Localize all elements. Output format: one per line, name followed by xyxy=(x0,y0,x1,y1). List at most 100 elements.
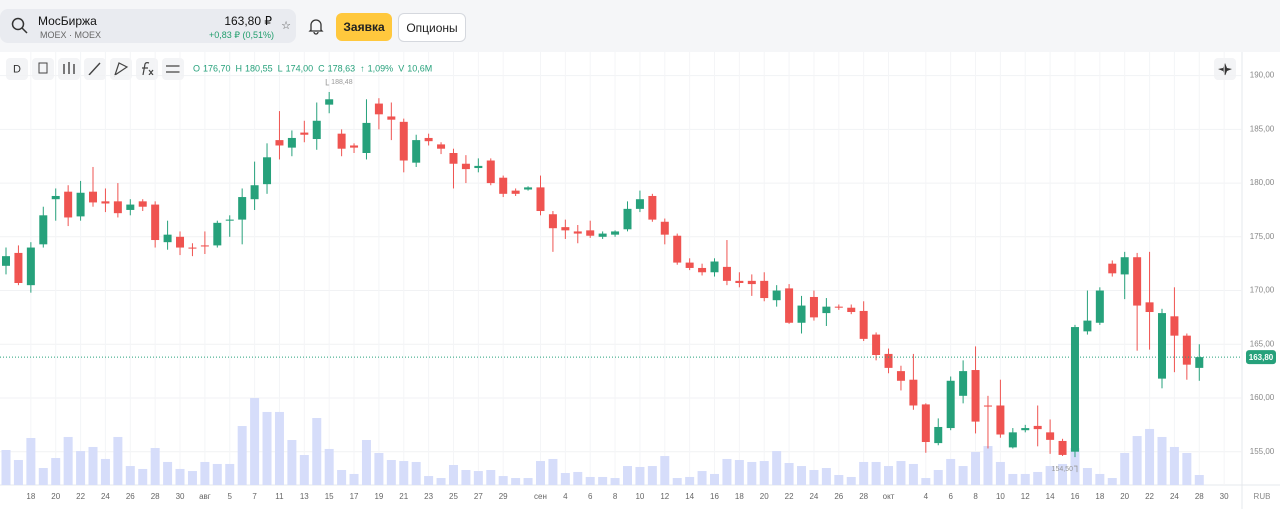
candle-body xyxy=(437,144,446,149)
volume-bar xyxy=(448,464,458,485)
candle-body xyxy=(1008,432,1017,448)
volume-bar xyxy=(274,411,284,485)
volume-bar xyxy=(51,458,61,485)
volume-bar xyxy=(647,466,657,485)
legend-key: O xyxy=(193,64,200,74)
volume-bar xyxy=(1082,468,1092,485)
x-tick-label: 23 xyxy=(424,492,433,501)
volume-bar xyxy=(797,466,807,485)
alert-bell[interactable] xyxy=(306,16,326,36)
interval-button[interactable] xyxy=(6,58,28,80)
volume-bar xyxy=(759,461,769,485)
candle-body xyxy=(573,231,582,234)
volume-bar xyxy=(1070,448,1080,485)
volume-bar xyxy=(772,451,782,485)
volume-bar xyxy=(734,459,744,485)
candle-body xyxy=(1070,327,1079,452)
candle-body xyxy=(312,120,321,140)
legend-key: H xyxy=(236,64,243,74)
candle-body xyxy=(648,195,657,220)
candle-body xyxy=(735,280,744,284)
volume-bar xyxy=(722,458,732,485)
candle-body xyxy=(499,177,508,194)
volume-bar xyxy=(946,458,956,485)
toolbar: D xyxy=(6,58,1236,80)
candle-body xyxy=(561,227,570,231)
volume-bar xyxy=(623,466,632,485)
volume-bar xyxy=(585,476,595,485)
legend-key: C xyxy=(318,64,325,74)
volume-bar xyxy=(1045,466,1055,485)
volume-bar xyxy=(672,478,682,485)
volume-bar xyxy=(200,461,210,485)
volume-bar xyxy=(598,476,608,485)
x-tick-label: 16 xyxy=(1071,492,1080,501)
volume-bar xyxy=(26,438,36,485)
x-tick-label: 16 xyxy=(710,492,719,501)
favorite-star[interactable]: ☆ xyxy=(281,20,291,32)
icon xyxy=(63,62,75,74)
volume-bar xyxy=(846,476,856,485)
candle-body xyxy=(1083,320,1092,332)
volume-bar xyxy=(1120,453,1130,485)
x-tick-label: окт xyxy=(883,492,895,501)
settings-button[interactable] xyxy=(162,58,184,80)
x-tick-label: 6 xyxy=(588,492,593,501)
legend-key: V xyxy=(398,64,404,74)
candle-body xyxy=(126,204,135,210)
order-button[interactable]: Заявка xyxy=(336,13,392,41)
candle-body xyxy=(996,405,1005,435)
candle-body xyxy=(1195,357,1204,368)
volume-bar xyxy=(299,454,309,485)
x-tick-label: 26 xyxy=(834,492,843,501)
volume-bar xyxy=(361,439,371,485)
volume-bar xyxy=(411,461,421,485)
candle-body xyxy=(101,201,110,204)
volume-bar xyxy=(871,461,881,485)
volume-bar xyxy=(710,473,720,485)
volume-bar xyxy=(1145,428,1155,485)
candle-body xyxy=(362,122,371,153)
icon xyxy=(1218,63,1232,76)
volume-bar xyxy=(237,426,247,485)
candle-body xyxy=(685,262,694,268)
volume-bar xyxy=(250,398,260,485)
volume-bar xyxy=(908,463,918,485)
volume-bar xyxy=(13,459,23,485)
y-tick-label: 185,00 xyxy=(1250,124,1275,133)
options-button[interactable]: Опционы xyxy=(398,13,466,42)
shapes-button[interactable] xyxy=(110,58,132,80)
candle-body xyxy=(1133,257,1142,306)
volume-bar xyxy=(212,463,222,485)
instrument-search[interactable]: МосБиржа MOEX · MOEX 163,80 ₽ +0,83 ₽ (0… xyxy=(0,9,296,43)
candle-body xyxy=(461,163,470,170)
x-tick-label: 24 xyxy=(1170,492,1179,501)
x-tick-label: 18 xyxy=(26,492,35,501)
y-tick-label: 165,00 xyxy=(1250,339,1275,348)
y-tick-label: 180,00 xyxy=(1250,178,1275,187)
candle-body xyxy=(337,133,346,149)
volume-bar xyxy=(548,458,558,485)
indicators-button[interactable] xyxy=(32,58,54,80)
x-tick-label: 29 xyxy=(499,492,508,501)
candle-body xyxy=(809,296,818,318)
candle-body xyxy=(213,222,222,246)
volume-bar xyxy=(1182,453,1192,485)
candle-body xyxy=(113,201,122,214)
candle-body xyxy=(449,152,458,164)
candle-body xyxy=(238,197,247,220)
volume-bar xyxy=(859,461,869,485)
candle-body xyxy=(14,252,23,284)
legend-value: 176,70 xyxy=(203,64,231,74)
volume-bar xyxy=(535,461,545,485)
exchange-name: МосБиржа xyxy=(38,14,97,28)
candle-body xyxy=(399,121,408,161)
candle-body xyxy=(163,234,172,243)
x-tick-label: 7 xyxy=(252,492,257,501)
candle-body xyxy=(1182,335,1191,365)
candle-body xyxy=(524,187,533,190)
x-tick-label: 22 xyxy=(76,492,85,501)
candle-body xyxy=(872,334,881,355)
x-tick-label: 24 xyxy=(101,492,110,501)
